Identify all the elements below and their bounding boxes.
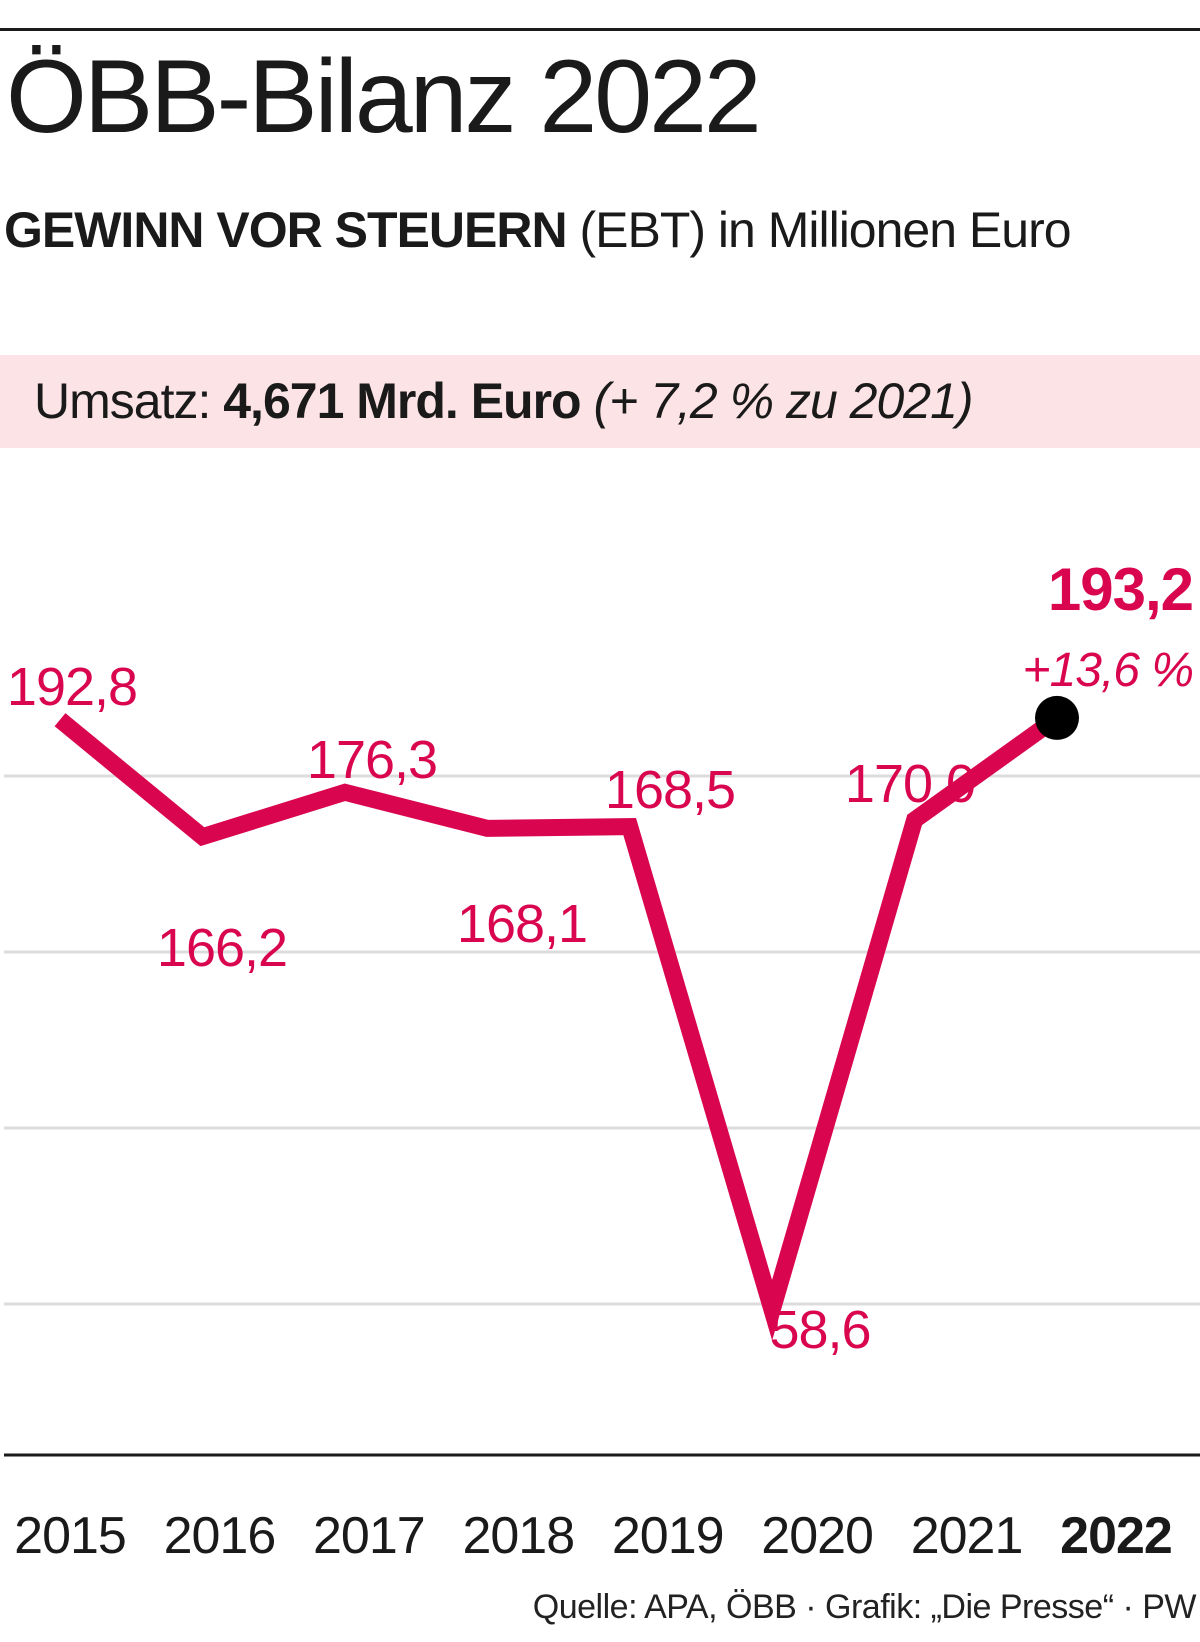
- data-label: 168,1: [457, 894, 587, 954]
- revenue-value: 4,671 Mrd. Euro: [223, 373, 581, 429]
- x-tick-label: 2020: [761, 1507, 873, 1565]
- subtitle-rest: (EBT) in Millionen Euro: [566, 202, 1071, 258]
- x-tick-label: 2015: [14, 1507, 126, 1565]
- data-label: 192,8: [7, 657, 137, 717]
- x-tick-label: 2021: [911, 1507, 1023, 1565]
- data-label: 58,6: [769, 1300, 870, 1360]
- data-label: 176,3: [307, 730, 437, 790]
- data-label: 166,2: [157, 918, 287, 978]
- data-label: 170,0: [845, 754, 975, 814]
- highlight-value-label: 193,2: [1048, 556, 1193, 623]
- chart-title: ÖBB-Bilanz 2022: [6, 39, 762, 155]
- data-point-marker: [1035, 695, 1079, 740]
- x-tick-label: 2019: [612, 1507, 724, 1565]
- revenue-note: (+ 7,2 % zu 2021): [580, 373, 973, 429]
- source-note: Quelle: APA, ÖBB · Grafik: „Die Presse“ …: [532, 1588, 1197, 1626]
- revenue-band: Umsatz: 4,671 Mrd. Euro (+ 7,2 % zu 2021…: [0, 355, 1200, 448]
- x-tick-label: 2016: [164, 1507, 276, 1565]
- data-label: 168,5: [605, 760, 735, 820]
- revenue-text: Umsatz: 4,671 Mrd. Euro (+ 7,2 % zu 2021…: [34, 369, 974, 434]
- x-tick-label: 2022: [1060, 1507, 1172, 1565]
- revenue-label: Umsatz:: [34, 373, 224, 429]
- chart-subtitle: GEWINN VOR STEUERN (EBT) in Millionen Eu…: [4, 200, 1072, 260]
- series-line: [54, 710, 1062, 1341]
- x-tick-label: 2017: [313, 1507, 425, 1565]
- x-tick-label: 2018: [462, 1507, 574, 1565]
- subtitle-strong: GEWINN VOR STEUERN: [4, 202, 568, 258]
- highlight-change-label: +13,6 %: [1023, 644, 1193, 697]
- top-rule: [0, 28, 1200, 31]
